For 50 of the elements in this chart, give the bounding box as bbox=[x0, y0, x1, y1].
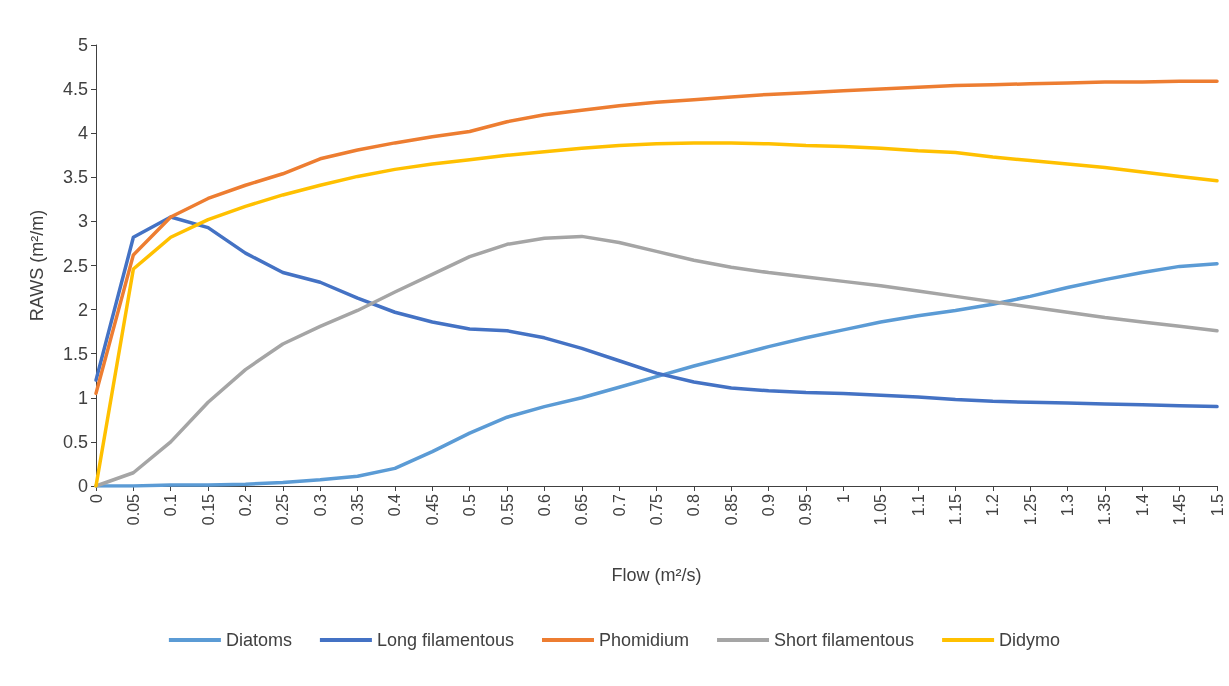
x-tick-label: 1.05 bbox=[872, 493, 890, 526]
x-tick-label: 0.75 bbox=[648, 493, 665, 526]
x-tick-label: 1 bbox=[834, 493, 852, 503]
line-series bbox=[94, 215, 1219, 409]
x-tick-label: 1.25 bbox=[1021, 493, 1039, 526]
x-tick-label: 0.4 bbox=[386, 493, 404, 517]
y-axis-title: RAWS (m²/m) bbox=[27, 209, 47, 322]
x-tick-label: 1.35 bbox=[1096, 493, 1114, 526]
y-tick-label: 4 bbox=[77, 123, 88, 144]
x-tick-label: 0.6 bbox=[535, 493, 553, 517]
x-tick-label: 0.5 bbox=[461, 493, 479, 517]
x-tick-label: 0 bbox=[87, 493, 105, 503]
x-tick-label: 0.55 bbox=[498, 493, 516, 526]
legend-label: Long filamentous bbox=[376, 630, 514, 650]
x-tick-label: 0.85 bbox=[722, 493, 740, 526]
x-tick-label: 0.1 bbox=[162, 493, 180, 517]
x-tick-label: 0.3 bbox=[311, 493, 329, 517]
y-tick-label: 2.5 bbox=[62, 255, 88, 276]
y-tick-label: 1.5 bbox=[62, 343, 88, 364]
x-tick-label: 0.45 bbox=[423, 493, 441, 526]
x-tick-label: 1.4 bbox=[1133, 493, 1151, 517]
x-tick-label: 0.95 bbox=[797, 493, 815, 526]
x-tick-label: 0.15 bbox=[199, 493, 217, 526]
x-tick-label: 1.5 bbox=[1208, 493, 1226, 517]
x-tick-label: 0.05 bbox=[124, 493, 142, 526]
x-tick-label: 1.2 bbox=[984, 493, 1002, 517]
legend-label: Short filamentous bbox=[774, 630, 915, 650]
x-tick-label: 0.9 bbox=[760, 493, 778, 517]
line-series bbox=[94, 79, 1219, 396]
y-tick-label: 4.5 bbox=[62, 79, 88, 100]
legend-label: Phomidium bbox=[598, 630, 690, 650]
x-axis-title: Flow (m²/s) bbox=[611, 565, 702, 585]
x-tick-label: 1.15 bbox=[946, 493, 964, 526]
x-tick-label: 0.35 bbox=[349, 493, 367, 526]
y-tick-label: 3.5 bbox=[62, 167, 88, 188]
y-tick-label: 2 bbox=[77, 299, 88, 320]
x-tick-label: 0.2 bbox=[236, 493, 254, 517]
x-tick-label: 1.3 bbox=[1059, 493, 1077, 517]
y-tick-label: 5 bbox=[77, 35, 88, 55]
legend-label: Diatoms bbox=[225, 630, 292, 650]
y-tick-label: 3 bbox=[77, 211, 88, 232]
x-tick-label: 1.45 bbox=[1171, 493, 1189, 526]
y-tick-label: 1 bbox=[77, 387, 88, 408]
legend-label: Didymo bbox=[999, 630, 1061, 650]
x-tick-label: 0.65 bbox=[573, 493, 591, 526]
x-tick-label: 0.7 bbox=[610, 493, 628, 517]
y-tick-label: 0.5 bbox=[62, 431, 88, 452]
x-tick-label: 0.25 bbox=[274, 493, 292, 526]
x-tick-label: 1.1 bbox=[909, 493, 927, 517]
x-tick-label: 0.8 bbox=[685, 493, 703, 517]
